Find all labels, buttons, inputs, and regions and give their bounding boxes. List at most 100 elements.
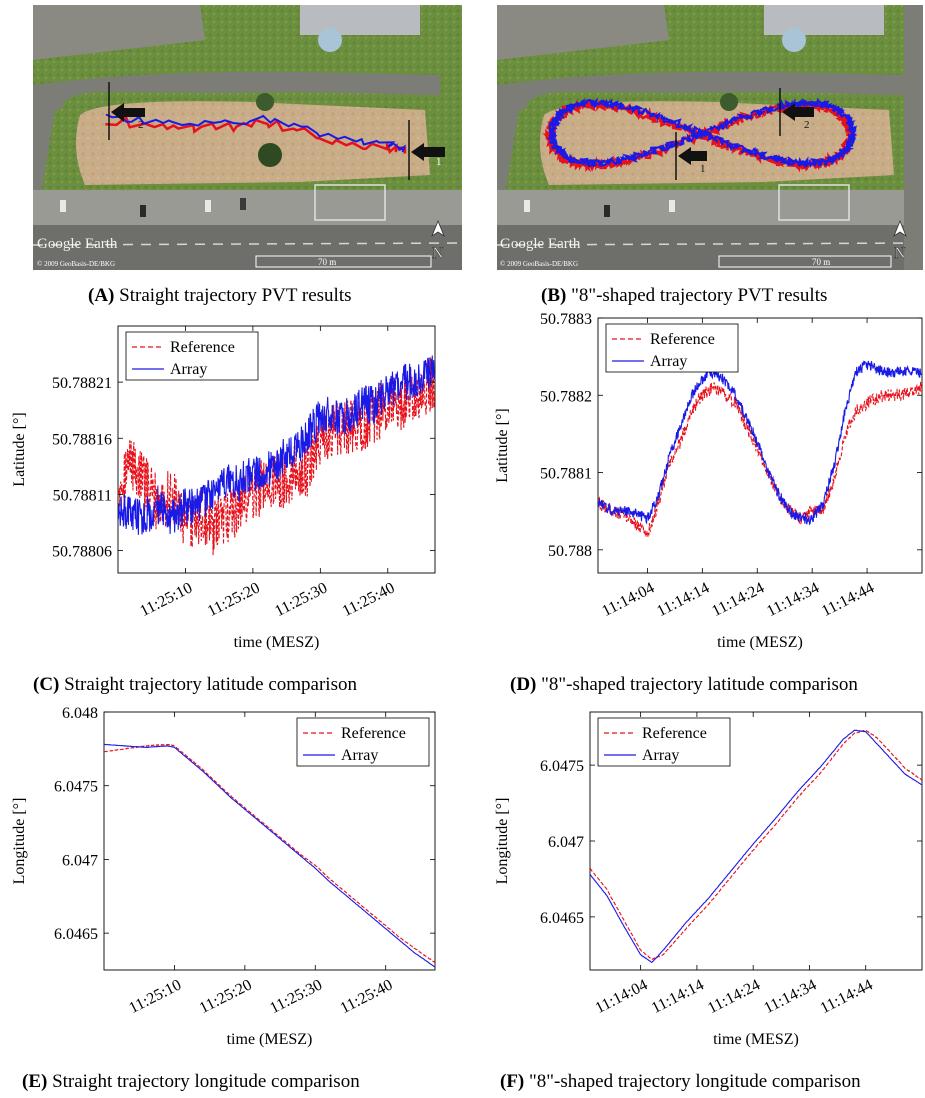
y-tick-label: 50.78811 bbox=[53, 487, 112, 504]
y-axis-label: Latitude [°] bbox=[11, 412, 28, 486]
x-tick-label: 11:25:30 bbox=[272, 579, 330, 620]
aerial-image-a: 2 1 Google Earth © 2009 GeoBasis-DE/BKG … bbox=[33, 5, 462, 270]
arrow-icon bbox=[411, 143, 445, 161]
legend-label: Array bbox=[170, 361, 207, 378]
caption-b: (B) "8"-shaped trajectory PVT results bbox=[541, 285, 828, 306]
series-line-reference bbox=[590, 729, 922, 961]
scale-label: 70 m bbox=[318, 257, 336, 267]
plot-frame bbox=[117, 325, 436, 574]
chart-e-longitude-straight: 6.0465 6.047 6.0475 6.048 11:25:10 11:25:20 11… bbox=[11, 705, 436, 1048]
caption-d: (D) "8"-shaped trajectory latitude compa… bbox=[510, 674, 858, 695]
x-tick-label: 11:14:44 bbox=[819, 579, 877, 620]
legend-box bbox=[296, 717, 430, 767]
legend-label: Reference bbox=[642, 725, 707, 742]
y-tick-label: 6.048 bbox=[62, 705, 98, 722]
x-tick-label: 11:25:20 bbox=[197, 976, 255, 1017]
x-tick-label: 11:14:04 bbox=[599, 579, 657, 620]
watermark-text: Google Earth bbox=[500, 236, 581, 252]
legend-label: Reference bbox=[341, 725, 406, 742]
x-tick-label: 11:14:34 bbox=[764, 579, 822, 620]
y-tick-label: 50.7882 bbox=[540, 388, 592, 405]
caption-c: (C) Straight trajectory latitude compari… bbox=[33, 674, 357, 695]
legend: Reference Array bbox=[296, 717, 430, 767]
copyright-text: © 2009 GeoBasis-DE/BKG bbox=[37, 260, 115, 268]
y-tick-label: 6.047 bbox=[548, 834, 584, 851]
marker-label-1: 1 bbox=[436, 156, 442, 168]
y-tick-label: 50.78806 bbox=[52, 544, 112, 561]
legend-box bbox=[605, 323, 739, 373]
arrow-icon bbox=[782, 103, 814, 121]
trajectory-reference-a bbox=[105, 115, 407, 154]
y-tick-label: 6.0465 bbox=[54, 926, 98, 943]
caption-f: (F) "8"-shaped trajectory longitude comp… bbox=[500, 1071, 861, 1092]
x-tick-label: 11:14:34 bbox=[761, 976, 819, 1017]
y-tick-label: 6.047 bbox=[62, 852, 98, 869]
series-line-array bbox=[118, 355, 435, 535]
north-arrow-icon: N bbox=[431, 219, 445, 262]
x-axis-label: time (MESZ) bbox=[234, 634, 320, 651]
x-tick-label: 11:14:44 bbox=[818, 976, 876, 1017]
legend-box bbox=[125, 331, 259, 381]
y-tick-label: 6.0475 bbox=[540, 758, 584, 775]
marker-label-1: 1 bbox=[700, 163, 706, 175]
y-tick-label: 6.0465 bbox=[540, 910, 584, 927]
x-tick-label: 11:14:14 bbox=[649, 976, 707, 1017]
x-tick-label: 11:14:24 bbox=[709, 579, 767, 620]
legend-label: Reference bbox=[650, 331, 715, 348]
x-tick-label: 11:25:10 bbox=[137, 579, 195, 620]
marker-label-2: 2 bbox=[138, 119, 144, 131]
x-tick-label: 11:25:40 bbox=[338, 976, 396, 1017]
aerial-image-b: 1 2 Google Earth © 2009 GeoBasis-DE/BKG … bbox=[497, 5, 923, 270]
x-tick-label: 11:14:04 bbox=[593, 976, 651, 1017]
x-tick-label: 11:25:20 bbox=[205, 579, 263, 620]
scale-label: 70 m bbox=[812, 257, 830, 267]
y-axis-label: Longitude [°] bbox=[494, 798, 511, 885]
series-line-array bbox=[590, 729, 922, 964]
legend-label: Reference bbox=[170, 339, 235, 356]
y-tick-label: 50.7883 bbox=[540, 311, 592, 328]
legend: Reference Array bbox=[597, 717, 731, 767]
trajectory-array-a bbox=[105, 113, 407, 153]
trajectory-array-b bbox=[546, 97, 857, 169]
chart-d-latitude-eight: 50.78850.788150.788250.788311:14:0411:14… bbox=[494, 311, 923, 651]
x-tick-label: 11:25:40 bbox=[340, 579, 398, 620]
svg-text:N: N bbox=[432, 245, 444, 262]
arrow-icon bbox=[678, 147, 707, 165]
legend-label: Array bbox=[650, 353, 687, 370]
x-axis-label: time (MESZ) bbox=[227, 1031, 313, 1048]
series-line-array bbox=[598, 360, 922, 526]
copyright-text: © 2009 GeoBasis-DE/BKG bbox=[500, 260, 578, 268]
chart-f-longitude-eight: 6.0465 6.047 6.0475 11:14:0411:14:1411:14:2… bbox=[494, 711, 923, 1048]
series-line-reference bbox=[104, 743, 435, 963]
x-tick-label: 11:25:10 bbox=[126, 976, 184, 1017]
arrow-icon bbox=[111, 103, 145, 122]
caption-a: (A) Straight trajectory PVT results bbox=[88, 285, 352, 306]
x-axis-label: time (MESZ) bbox=[713, 1031, 799, 1048]
legend-label: Array bbox=[642, 747, 679, 764]
plot-frame bbox=[103, 711, 436, 971]
marker-label-2: 2 bbox=[804, 119, 810, 131]
x-axis-label: time (MESZ) bbox=[717, 634, 803, 651]
y-tick-label: 50.788 bbox=[548, 543, 592, 560]
plot-frame bbox=[597, 317, 923, 574]
y-axis-label: Longitude [°] bbox=[11, 798, 28, 885]
chart-c-latitude-straight: 50.78806 50.78811 50.78816 50.78821 11:25:10… bbox=[11, 325, 436, 651]
series-line-reference bbox=[598, 380, 922, 538]
svg-text:N: N bbox=[894, 245, 906, 262]
x-tick-label: 11:14:24 bbox=[705, 976, 763, 1017]
y-tick-label: 50.78816 bbox=[52, 431, 112, 448]
north-arrow-icon: N bbox=[893, 219, 907, 262]
caption-e: (E) Straight trajectory longitude compar… bbox=[22, 1071, 360, 1092]
watermark-text: Google Earth bbox=[37, 236, 118, 252]
series-line-array bbox=[104, 743, 435, 968]
legend-label: Array bbox=[341, 747, 378, 764]
x-tick-label: 11:14:14 bbox=[654, 579, 712, 620]
y-tick-label: 6.0475 bbox=[54, 779, 98, 796]
y-axis-label: Latitude [°] bbox=[494, 408, 511, 482]
y-tick-label: 50.7881 bbox=[540, 466, 592, 483]
x-tick-label: 11:25:30 bbox=[267, 976, 325, 1017]
legend-box bbox=[597, 717, 731, 767]
legend: Reference Array bbox=[605, 323, 739, 373]
y-tick-label: 50.78821 bbox=[52, 375, 112, 392]
